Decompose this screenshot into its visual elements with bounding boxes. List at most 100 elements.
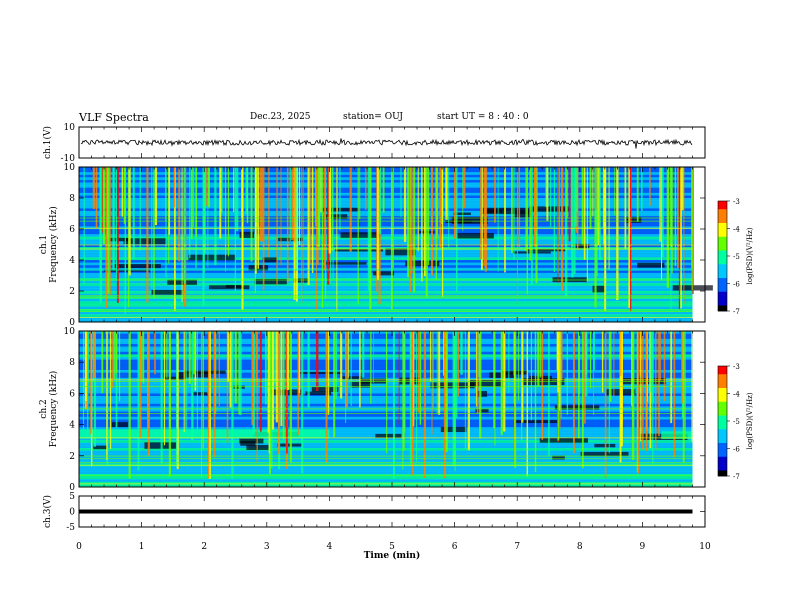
spectrogram-sferic: [327, 331, 330, 415]
colorbar-segment: [718, 236, 727, 240]
spectrogram-sferic: [531, 167, 533, 285]
spectrogram-sferic: [441, 167, 444, 297]
spectrogram-band: [79, 174, 693, 178]
spectrogram-band: [79, 445, 693, 449]
spectrogram-dark-patch: [580, 451, 629, 457]
spectrogram-band: [79, 244, 693, 248]
spectrogram-sferic: [339, 167, 341, 231]
spectrogram-sferic: [320, 167, 322, 213]
spectrogram-sferic: [674, 167, 677, 267]
spectrogram-dark-patch: [311, 386, 339, 392]
spectrogram-band: [79, 388, 693, 392]
spectrogram-sferic: [518, 167, 521, 247]
spectrogram-sferic: [614, 167, 616, 216]
spectrogram-sferic: [147, 331, 150, 456]
spectrogram-band: [79, 367, 693, 371]
spectrogram-sferic: [574, 167, 577, 227]
spectrogram-sferic: [276, 167, 278, 286]
spectrogram-band: [79, 172, 693, 176]
spectrogram-band: [79, 239, 693, 243]
spectrogram-sferic: [443, 331, 447, 479]
y-tick-label: 0: [69, 508, 75, 518]
spectrogram-sferic: [190, 167, 193, 239]
spectrogram-sferic: [581, 167, 584, 245]
spectrogram-sferic: [479, 331, 482, 439]
spectrogram-sferic: [218, 331, 220, 406]
spectrogram-sferic: [280, 331, 283, 427]
spectrogram-band: [79, 401, 693, 405]
spectrogram-sferic: [428, 167, 430, 266]
spectrogram-dark-patch: [103, 269, 150, 272]
spectrogram-band: [79, 288, 693, 292]
colorbar-segment: [718, 225, 727, 229]
colorbar-segment: [718, 371, 727, 375]
spectrogram-sferic: [513, 167, 515, 261]
spectrogram-sferic: [115, 331, 118, 374]
spectrogram-band: [79, 424, 693, 428]
spectrogram-ch1-panel: 0 2 4 6 8 10 ch.1 Frequency (kHz): [39, 163, 713, 328]
spectrogram-band: [79, 453, 693, 457]
y-tick-label: 2: [69, 287, 75, 297]
spectrogram-band: [79, 341, 693, 345]
colorbar-segment: [718, 231, 727, 235]
spectrogram-sferic: [268, 331, 271, 474]
spectrogram-sferic: [590, 331, 592, 389]
colorbar-segment: [718, 410, 727, 414]
spectrogram-sferic: [608, 331, 610, 454]
spectrogram-band: [79, 280, 693, 284]
spectrogram-sferic: [207, 167, 210, 208]
spectrogram-sferic: [631, 331, 635, 461]
spectrogram-band: [79, 192, 693, 196]
x-tick-label: 0: [76, 542, 82, 552]
spectrogram-band: [79, 177, 693, 181]
spectrogram-sferic: [291, 167, 294, 241]
spectrogram-sferic: [270, 331, 273, 469]
spectrogram-sferic: [191, 331, 194, 441]
colorbar-segment: [718, 374, 727, 378]
spectrogram-sferic: [234, 167, 236, 292]
spectrogram-sferic: [402, 331, 405, 451]
spectrogram-band: [79, 466, 693, 470]
spectrogram-dark-patch: [453, 212, 471, 215]
spectrogram-sferic: [596, 167, 600, 246]
colorbar-segment: [718, 228, 727, 232]
colorbar-segment: [718, 412, 727, 416]
spectrogram-sferic: [93, 331, 94, 381]
spectrogram-band: [79, 182, 693, 186]
spectrogram-sferic: [204, 167, 206, 254]
spectrogram-band: [79, 301, 693, 305]
spectrogram-sferic: [245, 167, 248, 214]
spectrogram-band: [79, 203, 693, 207]
colorbar-segment: [718, 366, 727, 370]
y-axis-label: Frequency (kHz): [48, 206, 59, 283]
spectrogram-sferic: [516, 167, 518, 305]
spectrogram-sferic: [316, 331, 319, 392]
spectrogram-sferic: [494, 331, 496, 446]
spectrogram-sferic: [307, 331, 310, 408]
spectrogram-sferic: [142, 331, 145, 384]
spectrogram-band: [79, 283, 693, 287]
spectrogram-band: [79, 448, 693, 452]
colorbar-segment: [718, 423, 727, 427]
colorbar-segment: [718, 421, 727, 425]
spectrogram-sferic: [116, 167, 119, 303]
spectrogram-sferic: [568, 167, 571, 242]
colorbar-segment: [718, 291, 727, 295]
spectrogram-sferic: [246, 167, 249, 224]
colorbar-segment: [718, 250, 727, 254]
spectrogram-sferic: [181, 167, 183, 302]
spectrogram-sferic: [302, 167, 304, 283]
spectrogram-sferic: [137, 331, 140, 471]
spectrogram-sferic: [160, 331, 163, 464]
spectrogram-dark-patch: [325, 262, 367, 265]
x-tick-label: 3: [264, 542, 270, 552]
spectrogram-sferic: [188, 331, 191, 385]
spectrogram-sferic: [139, 331, 142, 439]
spectrogram-sferic: [484, 167, 488, 272]
spectrogram-sferic: [556, 331, 559, 371]
spectrogram-sferic: [140, 331, 143, 382]
spectrogram-dark-patch: [325, 214, 348, 220]
spectrogram-sferic: [365, 167, 367, 211]
spectrogram-dark-patch: [626, 217, 642, 223]
spectrogram-sferic: [680, 167, 682, 309]
